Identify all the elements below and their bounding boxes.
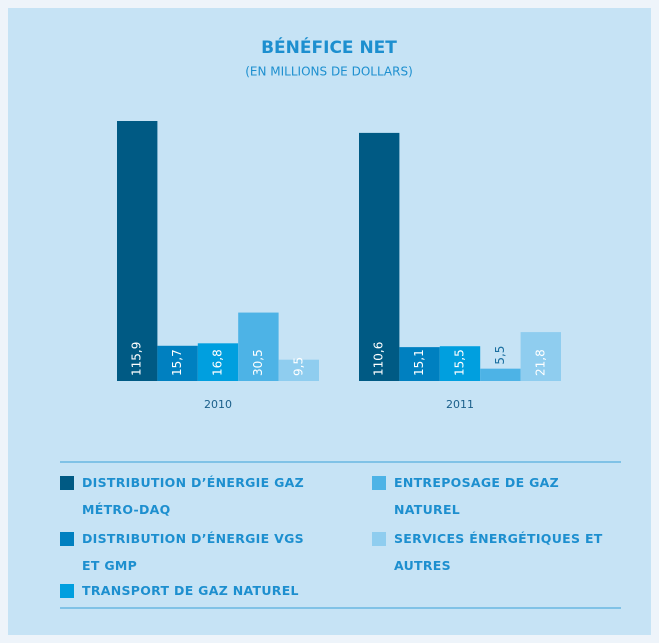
bar xyxy=(278,359,319,381)
bar xyxy=(157,345,198,381)
value-label: 115,9 xyxy=(130,342,144,376)
bar xyxy=(480,368,521,381)
legend-swatch xyxy=(60,476,74,490)
x-tick-label: 2011 xyxy=(446,398,474,411)
legend-swatch xyxy=(60,532,74,546)
legend-label: TRANSPORT DE GAZ NATUREL xyxy=(82,583,299,598)
bar xyxy=(238,312,279,381)
bar xyxy=(117,121,158,381)
value-label: 15,7 xyxy=(170,349,184,376)
value-label: 15,1 xyxy=(412,349,426,376)
bar xyxy=(520,332,561,381)
legend-label: DISTRIBUTION D’ÉNERGIE GAZ MÉTRO-DAQ xyxy=(82,475,305,517)
legend-label: SERVICES ÉNERGÉTIQUES ET AUTRES xyxy=(394,531,603,573)
legend-swatch xyxy=(372,476,386,490)
legend-swatch xyxy=(60,584,74,598)
legend-label: ENTREPOSAGE DE GAZ NATUREL xyxy=(394,475,559,517)
bar xyxy=(359,132,400,381)
value-label: 5,5 xyxy=(493,346,507,365)
legend-swatch xyxy=(372,532,386,546)
chart-subtitle: (EN MILLIONS DE DOLLARS) xyxy=(245,65,413,79)
bar xyxy=(197,343,239,381)
value-label: 21,8 xyxy=(533,349,547,376)
value-label: 16,8 xyxy=(211,349,225,376)
bar xyxy=(439,346,481,381)
legend-label: DISTRIBUTION D’ÉNERGIE VGS ET GMP xyxy=(82,531,304,573)
bar xyxy=(399,347,440,381)
value-label: 110,6 xyxy=(372,342,386,376)
value-label: 15,5 xyxy=(453,349,467,376)
chart-title: BÉNÉFICE NET xyxy=(261,36,397,58)
chart-panel xyxy=(8,8,651,635)
x-tick-label: 2010 xyxy=(204,398,232,411)
value-label: 30,5 xyxy=(251,349,265,376)
value-label: 9,5 xyxy=(291,357,305,376)
